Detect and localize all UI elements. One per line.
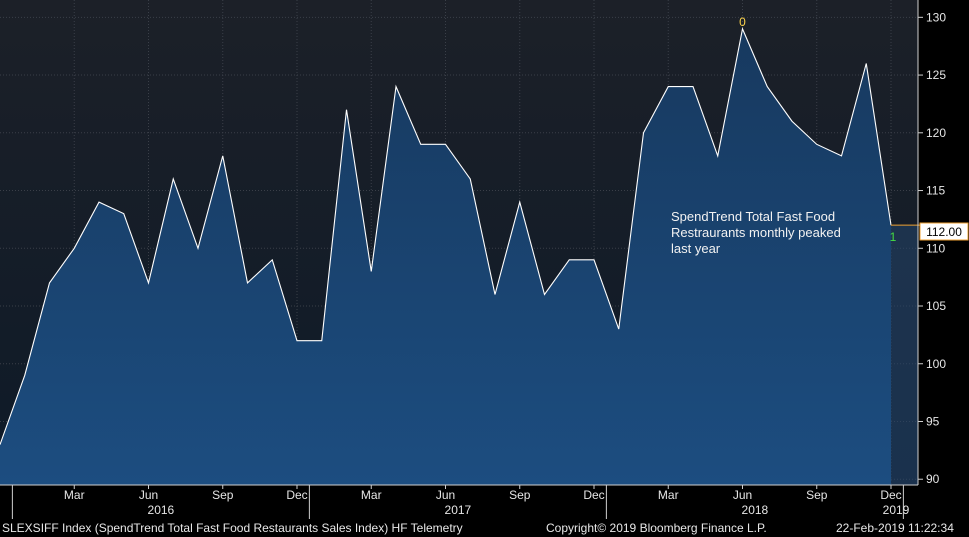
x-tick-label: Mar bbox=[658, 488, 679, 502]
y-tick-label: 95 bbox=[926, 414, 940, 428]
last-value-label: 112.00 bbox=[926, 225, 962, 239]
x-tick-label: Mar bbox=[361, 488, 382, 502]
y-tick-label: 105 bbox=[926, 299, 946, 313]
chart-annotation: SpendTrend Total Fast Food Restraurants … bbox=[671, 209, 844, 256]
x-tick-label: Dec bbox=[583, 488, 604, 502]
last-value-box bbox=[919, 222, 969, 241]
latest-period-band bbox=[891, 225, 918, 485]
year-label: 2017 bbox=[445, 503, 472, 517]
series-line bbox=[0, 27, 892, 445]
x-tick-label: Sep bbox=[806, 488, 828, 502]
y-tick-label: 90 bbox=[926, 472, 940, 486]
x-tick-label: Jun bbox=[139, 488, 158, 502]
peak-marker: 0 bbox=[739, 15, 746, 29]
footer-copyright: Copyright© 2019 Bloomberg Finance L.P. bbox=[546, 521, 767, 535]
chart: 0 1 90 95 100 105 110 115 120 125 130 Mar Jun Sep De… bbox=[0, 0, 969, 519]
y-tick-label: 120 bbox=[926, 126, 946, 140]
year-label: 2019 bbox=[883, 503, 910, 517]
y-tick-label: 100 bbox=[926, 357, 946, 371]
x-tick-label: Mar bbox=[64, 488, 85, 502]
y-tick-label: 130 bbox=[926, 10, 946, 24]
year-label: 2016 bbox=[148, 503, 175, 517]
y-tick-label: 125 bbox=[926, 68, 946, 82]
year-label: 2018 bbox=[742, 503, 769, 517]
y-tick-label: 115 bbox=[926, 184, 945, 198]
last-marker: 1 bbox=[890, 230, 897, 244]
x-tick-label: Dec bbox=[286, 488, 307, 502]
x-axis-band bbox=[0, 485, 969, 519]
footer-timestamp: 22-Feb-2019 11:22:34 bbox=[836, 521, 954, 535]
x-tick-label: Dec bbox=[880, 488, 901, 502]
y-tick-label: 110 bbox=[926, 241, 945, 255]
x-tick-label: Jun bbox=[436, 488, 455, 502]
footer: SLEXSIFF Index (SpendTrend Total Fast Fo… bbox=[0, 519, 969, 537]
series-area bbox=[0, 28, 891, 485]
x-tick-label: Jun bbox=[733, 488, 752, 502]
x-tick-label: Sep bbox=[212, 488, 234, 502]
x-tick-label: Sep bbox=[509, 488, 531, 502]
footer-source: SLEXSIFF Index (SpendTrend Total Fast Fo… bbox=[2, 521, 463, 535]
